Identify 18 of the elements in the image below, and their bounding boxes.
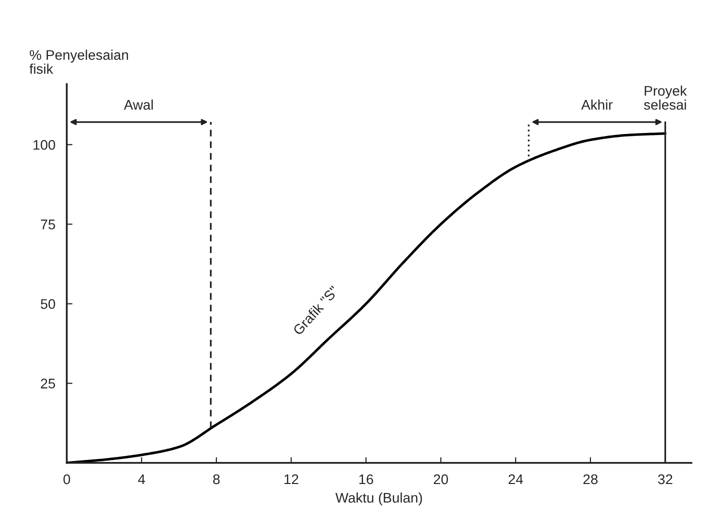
y-tick-label: 100 bbox=[34, 140, 56, 150]
y-tick-label: 75 bbox=[40, 220, 56, 230]
x-tick-label: 0 bbox=[63, 474, 70, 484]
annotation: Awal bbox=[124, 100, 153, 110]
x-tick-label: 12 bbox=[284, 474, 298, 484]
y-tick-label: 25 bbox=[40, 378, 56, 388]
ref-line-label: Proyek selesai bbox=[644, 86, 687, 110]
y-axis-title: % Penyelesaian fisik bbox=[29, 50, 128, 74]
annotation: Akhir bbox=[581, 100, 613, 110]
x-tick-label: 8 bbox=[213, 474, 220, 484]
x-tick-label: 4 bbox=[138, 474, 146, 484]
x-tick-label: 28 bbox=[583, 474, 598, 484]
x-tick-label: 24 bbox=[508, 474, 523, 484]
x-tick-label: 16 bbox=[359, 474, 374, 484]
y-tick-label: 50 bbox=[40, 299, 56, 309]
x-axis-title: Waktu (Bulan) bbox=[335, 492, 422, 506]
x-tick-label: 20 bbox=[434, 474, 448, 484]
x-tick-label: 32 bbox=[658, 474, 672, 484]
